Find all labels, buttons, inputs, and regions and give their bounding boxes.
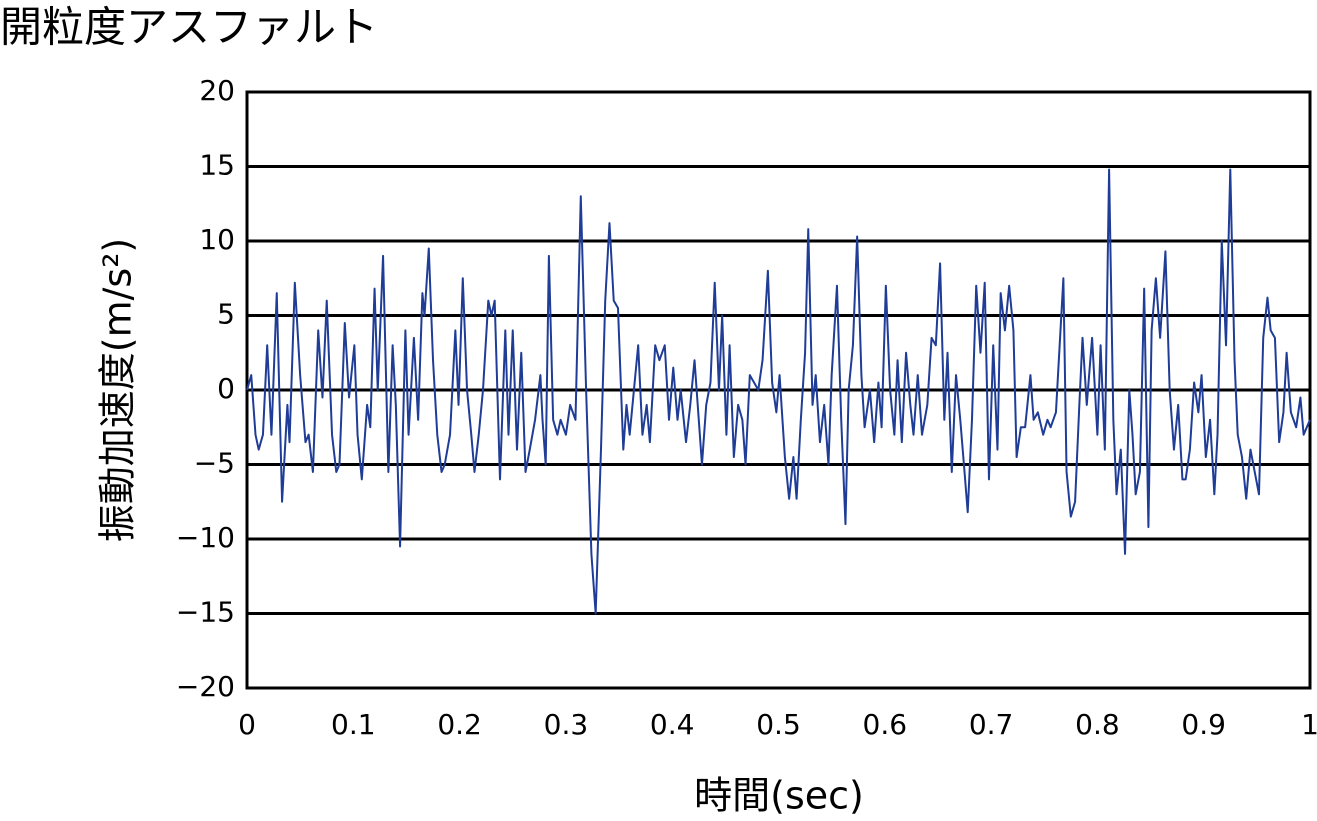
y-tick-label: −20 — [176, 670, 235, 703]
y-tick-label: 10 — [199, 223, 235, 256]
x-tick-label: 0.7 — [969, 708, 1014, 741]
y-tick-label: −10 — [176, 521, 235, 554]
x-tick-label: 1 — [1301, 708, 1317, 741]
x-axis-label: 時間(sec) — [694, 774, 864, 818]
data-line — [246, 168, 1311, 615]
y-tick-label: −5 — [194, 447, 235, 480]
y-tick-label: 15 — [199, 149, 235, 182]
y-tick-label: 5 — [217, 298, 235, 331]
x-tick-label: 0.6 — [863, 708, 908, 741]
y-tick-label: 0 — [217, 372, 235, 405]
y-tick-label: 20 — [199, 74, 235, 107]
x-tick-label: 0.3 — [544, 708, 589, 741]
y-tick-label: −15 — [176, 596, 235, 629]
chart-title: 開粒度アスファルト — [0, 3, 378, 52]
x-tick-label: 0.2 — [437, 708, 482, 741]
x-tick-label: 0.8 — [1075, 708, 1120, 741]
x-tick-label: 0.4 — [650, 708, 695, 741]
x-tick-label: 0.5 — [756, 708, 801, 741]
x-tick-label: 0.9 — [1181, 708, 1226, 741]
y-axis-label: 振動加速度(m/s²) — [96, 238, 140, 543]
x-tick-label: 0 — [238, 708, 256, 741]
x-tick-label: 0.1 — [331, 708, 376, 741]
